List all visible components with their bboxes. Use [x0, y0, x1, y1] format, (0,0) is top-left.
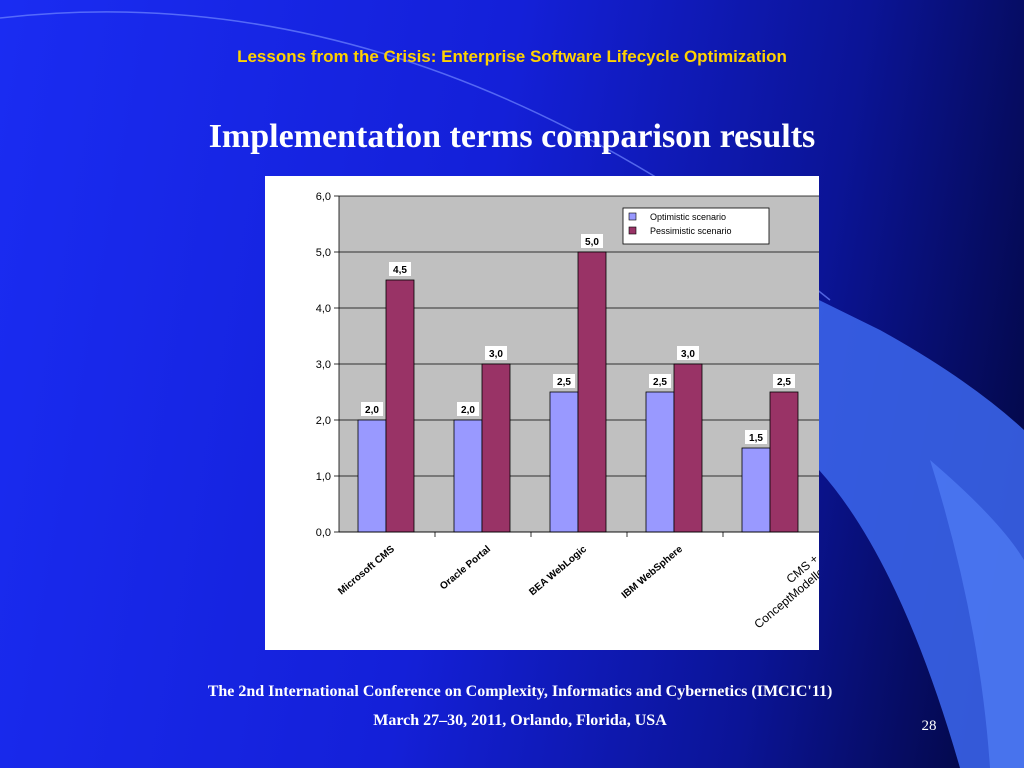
- footer-dates-location: March 27–30, 2011, Orlando, Florida, USA: [373, 712, 667, 729]
- data-label-box: [361, 402, 383, 416]
- data-label: 2,5: [653, 377, 667, 388]
- y-tick-label: 6,0: [316, 191, 331, 203]
- data-label: 3,0: [489, 349, 503, 360]
- data-label-box: [581, 234, 603, 248]
- x-category-label: BEA WebLogic: [527, 544, 589, 598]
- y-tick-label: 2,0: [316, 415, 331, 427]
- x-category-label: CMS +ConceptModeller: [742, 552, 819, 632]
- bar-pessimistic: [577, 251, 607, 533]
- legend-swatch-optimistic: [628, 212, 637, 221]
- slide-title: Implementation terms comparison results: [208, 118, 816, 155]
- bar-optimistic: [357, 419, 387, 533]
- legend-swatch-pessimistic: [628, 226, 637, 235]
- data-label-box: [553, 374, 575, 388]
- data-label-box: [457, 402, 479, 416]
- bar-chart: 0,0 1,0 2,0 3,0 4,0 5,0 6,0 2,0 4,5 Microsoft CMS…: [316, 191, 819, 632]
- footer-conference: The 2nd International Conference on Comp…: [207, 683, 833, 700]
- data-label: 3,0: [681, 349, 695, 360]
- legend-label-optimistic: Optimistic scenario: [650, 212, 726, 222]
- chart-panel: 0,0 1,0 2,0 3,0 4,0 5,0 6,0 2,0 4,5 Microsoft CMS…: [265, 176, 819, 650]
- bar-pessimistic: [769, 391, 799, 533]
- data-label-box: [485, 346, 507, 360]
- bar-pessimistic: [481, 363, 511, 533]
- data-label-box: [389, 262, 411, 276]
- data-label-box: [745, 430, 767, 444]
- y-tick-label: 0,0: [316, 527, 331, 539]
- data-label: 4,5: [393, 265, 407, 276]
- y-tick-label: 4,0: [316, 303, 331, 315]
- data-label: 2,0: [365, 405, 379, 416]
- data-label-box: [649, 374, 671, 388]
- bar-optimistic: [549, 391, 579, 533]
- bar-optimistic: [741, 447, 771, 533]
- slide-subtitle: Lessons from the Crisis: Enterprise Soft…: [237, 47, 787, 66]
- bar-optimistic: [453, 419, 483, 533]
- y-tick-label: 5,0: [316, 247, 331, 259]
- data-label: 2,5: [777, 377, 791, 388]
- x-category-label: Microsoft CMS: [336, 544, 397, 598]
- data-label: 5,0: [585, 237, 599, 248]
- data-label: 2,0: [461, 405, 475, 416]
- x-category-label: Oracle Portal: [438, 544, 493, 593]
- bar-optimistic: [645, 391, 675, 533]
- legend-label-pessimistic: Pessimistic scenario: [650, 226, 732, 236]
- data-label-box: [677, 346, 699, 360]
- page-number: 28: [921, 718, 937, 734]
- y-tick-label: 3,0: [316, 359, 331, 371]
- y-tick-label: 1,0: [316, 471, 331, 483]
- bar-pessimistic: [673, 363, 703, 533]
- data-label-box: [773, 374, 795, 388]
- legend-box: [622, 207, 770, 245]
- data-label: 1,5: [749, 433, 763, 444]
- data-label: 2,5: [557, 377, 571, 388]
- bar-pessimistic: [385, 279, 415, 533]
- x-category-label: IBM WebSphere: [620, 544, 686, 602]
